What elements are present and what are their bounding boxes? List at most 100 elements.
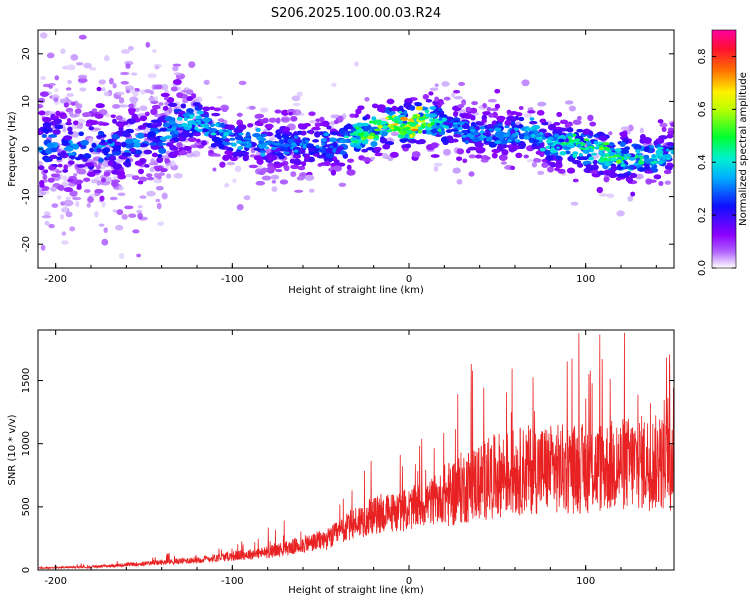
heatmap-cell: [330, 114, 340, 119]
heatmap-cell: [164, 158, 170, 164]
heatmap-cell: [65, 146, 74, 152]
heatmap-cell: [470, 128, 476, 133]
heatmap-cell: [425, 113, 430, 118]
heatmap-cell: [146, 177, 155, 181]
heatmap-cell: [48, 134, 58, 138]
heatmap-cell: [409, 105, 416, 111]
heatmap-cell: [111, 180, 119, 187]
heatmap-cell: [539, 152, 545, 157]
heatmap-cell: [403, 117, 408, 121]
heatmap-cell: [63, 135, 73, 141]
heatmap-cell: [319, 146, 323, 150]
heatmap-cell: [648, 148, 654, 153]
heatmap-cell: [153, 84, 163, 90]
heatmap-cell: [41, 215, 52, 219]
heatmap-cell: [603, 157, 608, 161]
heatmap-cell: [40, 91, 49, 97]
heatmap-cell: [112, 104, 121, 109]
heatmap-cell: [67, 178, 74, 183]
heatmap-cell: [369, 120, 374, 124]
heatmap-cell: [644, 164, 650, 171]
heatmap-cell: [556, 160, 563, 165]
heatmap-cell: [158, 102, 164, 106]
heatmap-cell: [561, 142, 569, 145]
heatmap-cell: [332, 148, 337, 153]
heatmap-cell: [371, 116, 377, 121]
heatmap-cell: [150, 119, 160, 123]
heatmap-cell: [98, 223, 105, 227]
heatmap-cell: [486, 107, 492, 112]
heatmap-cell: [118, 126, 124, 132]
heatmap-cell: [91, 108, 98, 113]
heatmap-cell: [111, 169, 119, 175]
heatmap-cell: [160, 92, 170, 98]
heatmap-cell: [217, 118, 225, 122]
heatmap-cell: [643, 146, 650, 152]
heatmap-cell: [291, 142, 297, 147]
heatmap-cell: [97, 131, 105, 136]
heatmap-cell: [177, 136, 187, 142]
heatmap-cell: [499, 140, 508, 145]
heatmap-cell: [572, 160, 582, 165]
heatmap-cell: [338, 182, 347, 187]
heatmap-cell: [638, 160, 645, 165]
heatmap-cell: [565, 132, 575, 139]
heatmap-cell: [518, 116, 525, 122]
heatmap-cell: [98, 79, 106, 85]
heatmap-cell: [629, 157, 636, 161]
heatmap-cell: [465, 106, 472, 112]
heatmap-cell: [56, 195, 62, 200]
heatmap-cell: [254, 155, 263, 161]
heatmap-cell: [593, 134, 600, 138]
heatmap-cell: [300, 131, 306, 136]
heatmap-cell: [304, 174, 315, 181]
heatmap-cell: [43, 169, 48, 173]
heatmap-cell: [83, 177, 91, 182]
heatmap-cell: [163, 106, 169, 111]
heatmap-cell: [137, 212, 143, 220]
heatmap-cell: [139, 115, 147, 122]
heatmap-cell: [128, 148, 136, 153]
heatmap-cell: [74, 108, 82, 114]
heatmap-cell: [479, 126, 486, 130]
heatmap-cell: [429, 87, 439, 91]
heatmap-cell: [573, 138, 581, 142]
heatmap-cell: [95, 176, 100, 181]
heatmap-cell: [263, 146, 270, 149]
heatmap-cell: [457, 104, 464, 109]
heatmap-cell: [657, 160, 664, 165]
heatmap-cell: [120, 49, 130, 54]
heatmap-cell: [554, 167, 560, 171]
heatmap-cell: [627, 195, 634, 202]
heatmap-cell: [393, 116, 400, 120]
heatmap-cell: [88, 126, 95, 131]
heatmap-cell: [434, 83, 439, 88]
heatmap-cell: [482, 111, 491, 116]
heatmap-cell: [412, 116, 419, 119]
heatmap-cell: [292, 154, 301, 159]
spectrogram-x-ticks: -200 -100 0 100: [44, 30, 657, 285]
heatmap-cell: [599, 156, 605, 160]
heatmap-cell: [69, 190, 78, 197]
heatmap-cell: [147, 73, 157, 79]
heatmap-cell: [75, 201, 80, 208]
heatmap-cell: [160, 84, 169, 91]
heatmap-cell: [118, 185, 124, 191]
heatmap-cell: [579, 147, 586, 150]
heatmap-cell: [314, 122, 321, 127]
heatmap-cell: [238, 80, 247, 86]
heatmap-cell: [137, 205, 143, 209]
heatmap-cell: [226, 161, 235, 166]
heatmap-cell: [105, 113, 110, 118]
heatmap-cell: [550, 147, 555, 151]
heatmap-cell: [270, 174, 280, 180]
heatmap-cell: [172, 63, 182, 67]
tick-label: 100: [576, 274, 595, 285]
heatmap-cell: [336, 148, 341, 153]
heatmap-cell: [279, 179, 288, 185]
heatmap-cell: [153, 178, 163, 184]
heatmap-cell: [134, 149, 143, 155]
heatmap-cell: [40, 244, 46, 251]
heatmap-cell: [103, 227, 108, 234]
heatmap-cell: [376, 104, 386, 110]
